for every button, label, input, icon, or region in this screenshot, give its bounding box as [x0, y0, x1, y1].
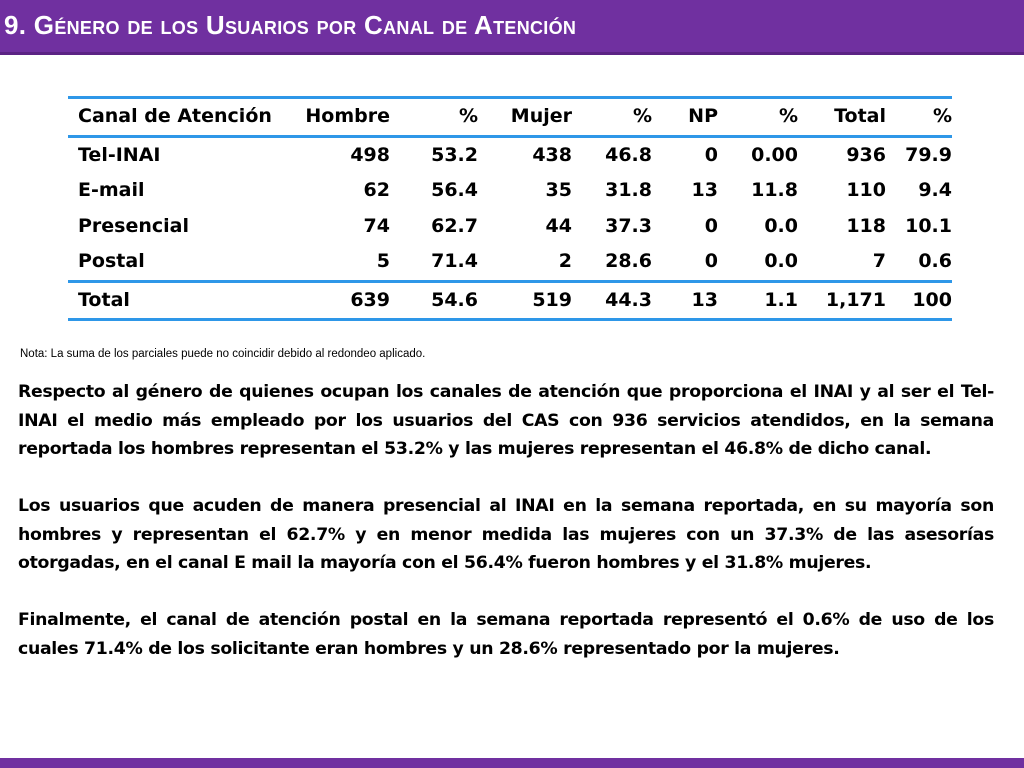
cell-np: 0 [704, 143, 718, 166]
table-row: Presencial 74 62.7 44 37.3 0 0.0 118 10.… [68, 209, 952, 245]
cell-total-pct: 9.4 [918, 179, 952, 202]
cell-np: 13 [691, 179, 718, 202]
cell-mujer: 2 [558, 250, 572, 273]
cell-channel: Tel-INAI [78, 143, 161, 166]
cell-mujer-pct: 31.8 [605, 179, 652, 202]
data-table-container: Canal de Atención Hombre % Mujer % NP % … [68, 96, 952, 321]
cell-total: 118 [846, 214, 886, 237]
cell-np: 0 [704, 214, 718, 237]
header-canal: Canal de Atención [78, 105, 272, 128]
paragraph-tel-inai: Respecto al género de quienes ocupan los… [18, 382, 994, 459]
cell-total: 110 [846, 179, 886, 202]
bottom-bar [0, 758, 1024, 768]
total-label: Total [78, 288, 130, 311]
cell-np-pct: 11.8 [751, 179, 798, 202]
total-np-pct: 1.1 [764, 288, 798, 311]
cell-total: 7 [872, 250, 886, 273]
paragraph-presencial: Los usuarios que acuden de manera presen… [18, 496, 994, 573]
table-row: Tel-INAI 498 53.2 438 46.8 0 0.00 936 79… [68, 136, 952, 173]
table-row: E-mail 62 56.4 35 31.8 13 11.8 110 9.4 [68, 173, 952, 209]
cell-channel: Presencial [78, 214, 190, 237]
total-hombre-pct: 54.6 [431, 288, 478, 311]
cell-total: 936 [846, 143, 886, 166]
table-row: Postal 5 71.4 2 28.6 0 0.0 7 0.6 [68, 244, 952, 281]
paragraph-postal: Finalmente, el canal de atención postal … [18, 610, 994, 659]
total-mujer: 519 [532, 288, 572, 311]
total-total-pct: 100 [912, 288, 952, 311]
total-hombre: 639 [350, 288, 390, 311]
title-bar: 9. Género de los Usuarios por Canal de A… [0, 0, 1024, 55]
header-np: NP [688, 105, 718, 128]
cell-total-pct: 0.6 [918, 250, 952, 273]
header-hombre-pct: % [458, 105, 478, 128]
cell-mujer: 438 [532, 143, 572, 166]
header-mujer: Mujer [510, 105, 572, 128]
table-note: Nota: La suma de los parciales puede no … [20, 348, 426, 360]
header-total: Total [834, 105, 886, 128]
cell-hombre-pct: 71.4 [431, 250, 478, 273]
cell-mujer: 44 [545, 214, 572, 237]
cell-hombre: 74 [363, 214, 390, 237]
header-np-pct: % [778, 105, 798, 128]
cell-mujer-pct: 37.3 [605, 214, 652, 237]
table-total-row: Total 639 54.6 519 44.3 13 1.1 1,171 100 [68, 281, 952, 320]
cell-mujer-pct: 28.6 [605, 250, 652, 273]
header-hombre: Hombre [305, 105, 390, 128]
cell-np: 0 [704, 250, 718, 273]
cell-hombre: 498 [350, 143, 390, 166]
cell-mujer: 35 [545, 179, 572, 202]
header-total-pct: % [932, 105, 952, 128]
total-np: 13 [691, 288, 718, 311]
table-header-row: Canal de Atención Hombre % Mujer % NP % … [68, 97, 952, 136]
gender-by-channel-table: Canal de Atención Hombre % Mujer % NP % … [68, 96, 952, 321]
cell-channel: E-mail [78, 179, 145, 202]
total-total: 1,171 [825, 288, 886, 311]
cell-np-pct: 0.0 [764, 214, 798, 237]
cell-total-pct: 10.1 [905, 214, 952, 237]
header-mujer-pct: % [632, 105, 652, 128]
cell-np-pct: 0.00 [751, 143, 798, 166]
cell-hombre-pct: 56.4 [431, 179, 478, 202]
slide-title: 9. Género de los Usuarios por Canal de A… [4, 10, 577, 40]
cell-hombre: 62 [363, 179, 390, 202]
total-mujer-pct: 44.3 [605, 288, 652, 311]
cell-mujer-pct: 46.8 [605, 143, 652, 166]
cell-hombre-pct: 53.2 [431, 143, 478, 166]
cell-hombre-pct: 62.7 [431, 214, 478, 237]
cell-hombre: 5 [376, 250, 390, 273]
cell-total-pct: 79.9 [905, 143, 952, 166]
cell-channel: Postal [78, 250, 145, 273]
cell-np-pct: 0.0 [764, 250, 798, 273]
